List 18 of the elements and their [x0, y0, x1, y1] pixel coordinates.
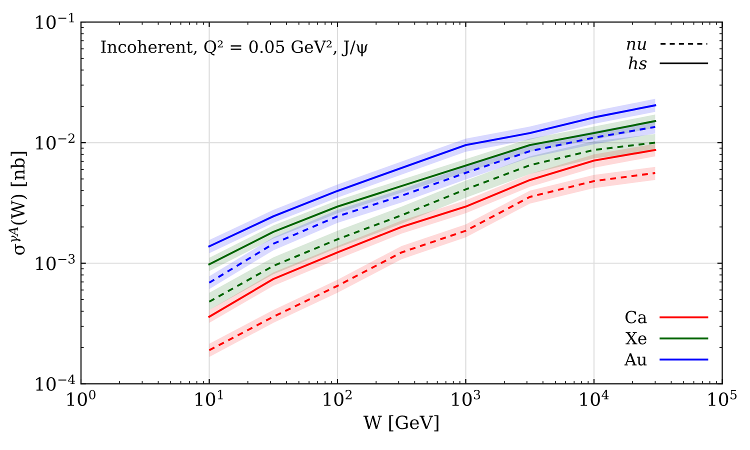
- x-axis-title: W [GeV]: [363, 415, 438, 432]
- x-tick-label: 10$^{5}$: [708, 390, 737, 406]
- y-tick-label: 10$^{−2}$: [36, 133, 74, 150]
- x-tick-label: 10$^{0}$: [67, 390, 96, 406]
- legend-label: Au: [624, 353, 647, 366]
- y-tick-label: 10$^{−1}$: [36, 12, 74, 30]
- x-tick-label: 10$^{1}$: [196, 390, 223, 406]
- y-tick-label: 10$^{−4}$: [36, 374, 76, 391]
- text: Incoherent, Q² = 0.05 GeV², J/ψ: [101, 40, 368, 56]
- annotation: hs: [628, 56, 647, 70]
- x-tick-label: 10$^{3}$: [452, 390, 480, 406]
- x-tick-label: 10$^{2}$: [324, 390, 352, 406]
- legend-label: Ca: [625, 310, 647, 324]
- y-tick-label: 10$^{−3}$: [36, 254, 75, 270]
- annotation: nu: [626, 40, 646, 50]
- legend-label: Xe: [626, 332, 646, 344]
- x-tick-label: 10$^{4}$: [580, 390, 609, 406]
- y-axis-title: σ$^{γA}$(W) [nb]: [8, 152, 28, 255]
